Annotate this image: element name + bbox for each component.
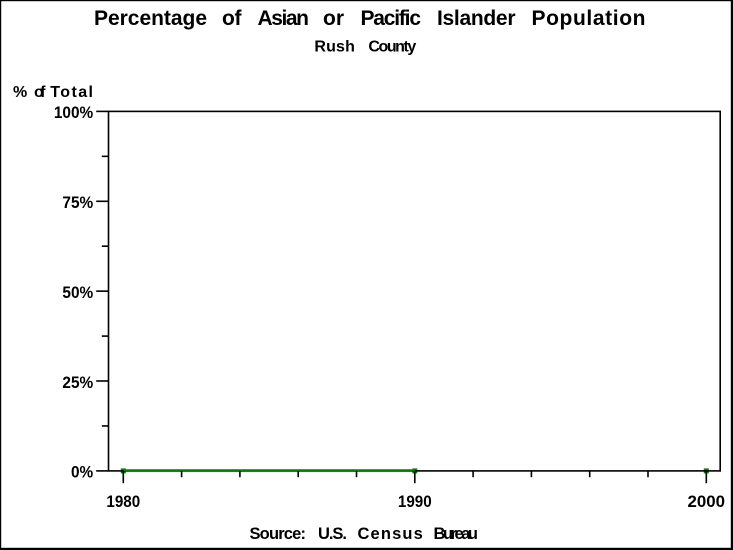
svg-text:Pacific: Pacific [361,7,422,30]
svg-text:Bureau: Bureau [434,525,479,543]
svg-text:75%: 75% [62,194,93,212]
svg-text:County: County [368,39,416,56]
svg-text:Asian: Asian [258,7,310,30]
svg-text:50%: 50% [62,284,93,302]
svg-text:100%: 100% [54,104,94,122]
svg-text:Population: Population [532,7,646,30]
svg-text:Source:: Source: [250,525,307,543]
svg-text:Rush: Rush [314,39,355,56]
svg-text:Percentage: Percentage [94,7,207,30]
svg-text:Total: Total [50,84,93,101]
svg-text:0%: 0% [71,464,93,482]
svg-text:1990: 1990 [398,493,432,511]
svg-text:of: of [222,7,243,30]
svg-text:of: of [34,84,46,101]
svg-text:%: % [13,84,27,101]
svg-text:or: or [323,7,344,30]
svg-text:U.S.: U.S. [318,525,347,543]
svg-text:2000: 2000 [688,493,726,511]
svg-text:Islander: Islander [437,7,516,30]
svg-text:Census: Census [358,525,423,543]
svg-text:25%: 25% [62,374,93,392]
svg-text:1980: 1980 [106,493,140,511]
